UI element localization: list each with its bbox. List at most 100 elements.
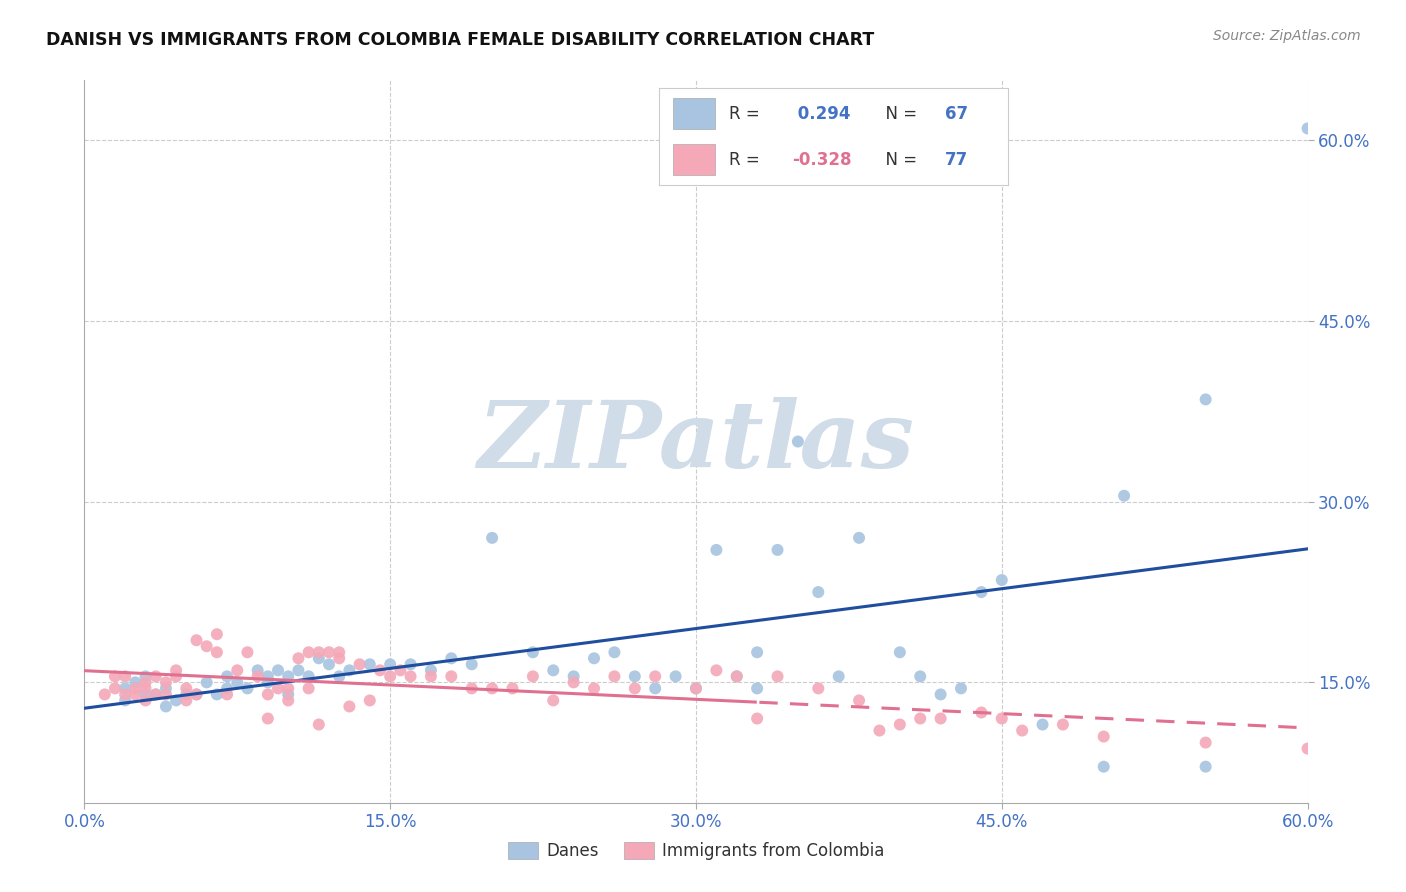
Point	[725, 669, 748, 683]
Point	[603, 645, 626, 659]
Point	[135, 681, 157, 696]
Point	[145, 687, 167, 701]
Point	[543, 664, 565, 678]
Point	[848, 693, 870, 707]
Point	[318, 657, 340, 672]
Text: Source: ZipAtlas.com: Source: ZipAtlas.com	[1213, 29, 1361, 43]
Point	[929, 687, 952, 701]
Point	[236, 645, 259, 659]
Text: DANISH VS IMMIGRANTS FROM COLOMBIA FEMALE DISABILITY CORRELATION CHART: DANISH VS IMMIGRANTS FROM COLOMBIA FEMAL…	[46, 31, 875, 49]
Point	[562, 669, 585, 683]
Point	[950, 681, 973, 696]
Point	[186, 687, 208, 701]
Legend: Danes, Immigrants from Colombia: Danes, Immigrants from Colombia	[501, 835, 891, 867]
Point	[807, 585, 830, 599]
Point	[685, 681, 707, 696]
Point	[257, 675, 280, 690]
Point	[368, 664, 391, 678]
Point	[114, 681, 136, 696]
Point	[706, 542, 728, 557]
Point	[481, 531, 503, 545]
Point	[706, 664, 728, 678]
Point	[624, 669, 647, 683]
Point	[481, 681, 503, 696]
Point	[359, 657, 381, 672]
Point	[217, 687, 239, 701]
Point	[1032, 717, 1054, 731]
Point	[1052, 717, 1074, 731]
Point	[766, 669, 789, 683]
Point	[145, 669, 167, 683]
Point	[970, 585, 993, 599]
Point	[522, 669, 544, 683]
Point	[328, 669, 350, 683]
Point	[1195, 735, 1218, 749]
Point	[226, 675, 249, 690]
Point	[889, 717, 911, 731]
Point	[114, 693, 136, 707]
Point	[155, 675, 177, 690]
Point	[226, 664, 249, 678]
Point	[174, 681, 197, 696]
Point	[420, 664, 443, 678]
Point	[603, 669, 626, 683]
Point	[104, 669, 127, 683]
Point	[787, 434, 810, 449]
Point	[1092, 760, 1115, 774]
Point	[174, 693, 197, 707]
Point	[1296, 741, 1319, 756]
Point	[461, 681, 484, 696]
Point	[380, 669, 402, 683]
Point	[205, 687, 228, 701]
Point	[145, 687, 167, 701]
Point	[114, 669, 136, 683]
Point	[725, 669, 748, 683]
Point	[205, 645, 228, 659]
Point	[318, 645, 340, 659]
Point	[277, 687, 299, 701]
Point	[644, 681, 666, 696]
Point	[848, 531, 870, 545]
Point	[135, 693, 157, 707]
Point	[205, 627, 228, 641]
Point	[114, 687, 136, 701]
Point	[217, 669, 239, 683]
Point	[399, 657, 422, 672]
Point	[267, 664, 290, 678]
Point	[277, 669, 299, 683]
Point	[165, 669, 187, 683]
Point	[562, 675, 585, 690]
Point	[165, 693, 187, 707]
Point	[766, 542, 789, 557]
Point	[308, 645, 330, 659]
Point	[420, 669, 443, 683]
Point	[380, 657, 402, 672]
Point	[124, 687, 146, 701]
Point	[155, 699, 177, 714]
Point	[807, 681, 830, 696]
Point	[246, 669, 269, 683]
Point	[461, 657, 484, 672]
Point	[104, 681, 127, 696]
Point	[298, 645, 321, 659]
Point	[665, 669, 688, 683]
Point	[195, 675, 218, 690]
Point	[135, 687, 157, 701]
Point	[339, 664, 361, 678]
Point	[644, 669, 666, 683]
Point	[624, 681, 647, 696]
Point	[747, 681, 769, 696]
Point	[502, 681, 524, 696]
Point	[1195, 392, 1218, 407]
Point	[287, 664, 309, 678]
Point	[124, 681, 146, 696]
Point	[828, 669, 851, 683]
Point	[747, 645, 769, 659]
Point	[308, 717, 330, 731]
Point	[257, 687, 280, 701]
Text: ZIPatlas: ZIPatlas	[478, 397, 914, 486]
Point	[135, 669, 157, 683]
Point	[889, 645, 911, 659]
Point	[287, 651, 309, 665]
Point	[1195, 760, 1218, 774]
